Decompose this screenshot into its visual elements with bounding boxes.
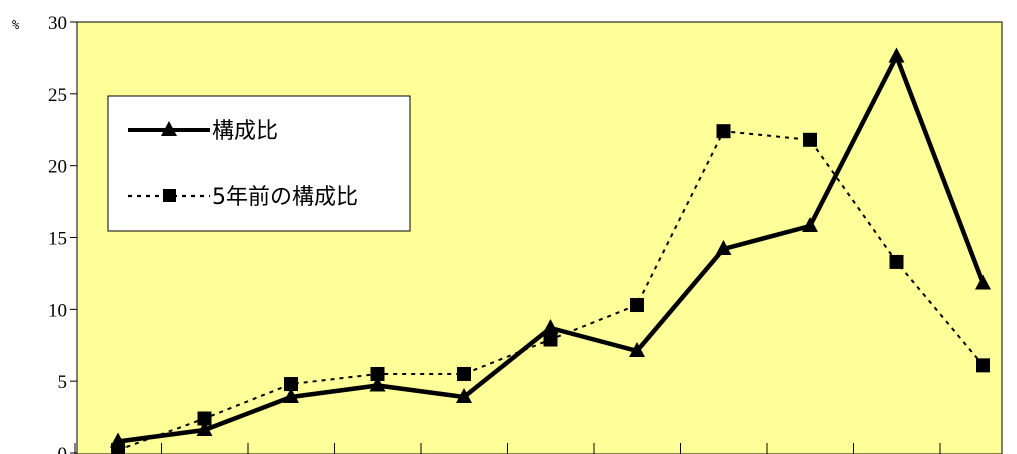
series-2-point-3 — [284, 377, 298, 392]
series-2-point-4 — [370, 366, 385, 381]
series-2-point-8 — [716, 124, 731, 139]
plot-area — [76, 21, 1003, 454]
y-axis: % 0 5 10 15 20 25 30 — [12, 13, 78, 454]
series-1-point-9 — [802, 217, 818, 233]
series-2 — [111, 124, 990, 454]
series-1-point-3 — [283, 387, 299, 403]
series-layer — [110, 47, 991, 454]
legend-box — [107, 95, 411, 232]
series-1-point-8 — [715, 239, 732, 255]
y-tick-label-10: 10 — [48, 300, 67, 321]
series-2-point-11 — [976, 358, 990, 373]
y-tick-label-5: 5 — [58, 372, 68, 393]
series-2-point-2 — [197, 411, 212, 426]
y-unit-label: % — [12, 18, 20, 32]
x-axis — [74, 443, 941, 454]
series-1-point-5 — [456, 387, 472, 403]
legend-marker-square-icon — [163, 189, 176, 202]
y-tick-label-25: 25 — [48, 85, 67, 106]
series-1 — [110, 47, 991, 448]
series-2-point-7 — [630, 298, 644, 313]
y-tick-label-15: 15 — [48, 229, 67, 250]
series-1-point-6 — [542, 319, 559, 335]
y-tick-label-30: 30 — [48, 13, 67, 34]
series-2-point-5 — [457, 366, 471, 381]
series-1-point-2 — [196, 421, 213, 437]
series-1-point-4 — [369, 376, 386, 392]
legend-label-series-1: 構成比 — [212, 119, 278, 144]
series-1-point-7 — [629, 341, 645, 357]
series-2-point-10 — [889, 254, 904, 269]
legend-label-series-2: 5年前の構成比 — [212, 185, 358, 210]
y-tick-label-0: 0 — [58, 444, 68, 454]
series-1-point-11 — [975, 274, 991, 290]
series-2-point-9 — [803, 132, 817, 147]
legend: 構成比 5年前の構成比 — [107, 95, 411, 232]
series-1-point-10 — [888, 47, 905, 63]
series-2-point-1 — [111, 443, 125, 454]
legend-marker-triangle-icon — [161, 121, 177, 136]
series-2-point-6 — [543, 332, 558, 347]
y-tick-label-20: 20 — [48, 157, 67, 178]
